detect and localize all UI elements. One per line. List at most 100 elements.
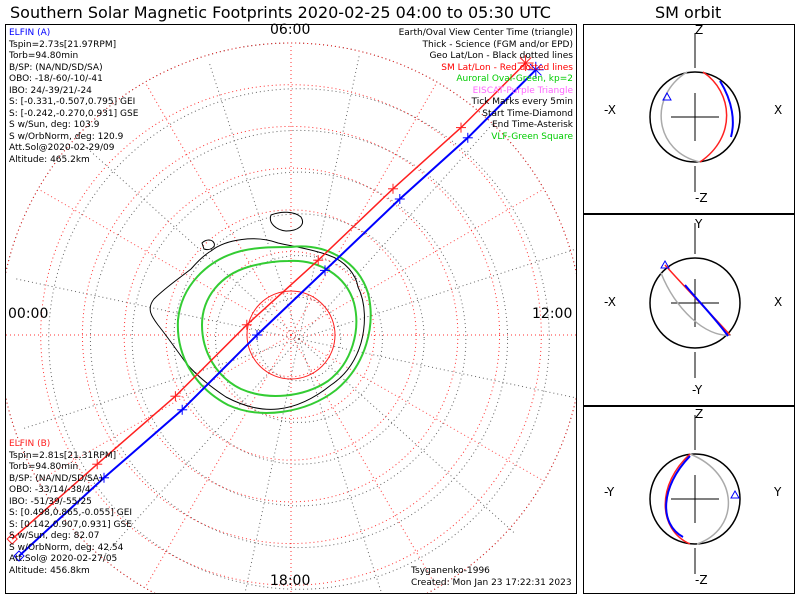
auroral-oval-inner bbox=[200, 259, 358, 397]
geo-lon-line bbox=[208, 61, 300, 340]
orbit-path-grey bbox=[660, 71, 701, 163]
view-center-triangle bbox=[660, 259, 670, 269]
axis-label-left: -X bbox=[604, 103, 616, 117]
sat-a-line: S: [-0.242,-0.270,0.931] GSE bbox=[9, 108, 139, 119]
track-end-asterisk bbox=[527, 61, 544, 78]
legend-item: Auroral Oval-Green, kp=2 bbox=[456, 74, 573, 84]
legend: Earth/Oval View Center Time (triangle) T… bbox=[399, 28, 573, 143]
axis-label-right: X bbox=[774, 295, 783, 309]
earth-circle bbox=[649, 453, 741, 545]
geo-lat-circle bbox=[215, 255, 383, 423]
sat-b-line: S: [0.498,0.865,-0.055] GEI bbox=[9, 508, 133, 518]
track-tick-mark bbox=[388, 183, 398, 194]
sm-grid bbox=[6, 42, 576, 593]
hour-label-top: 06:00 bbox=[270, 22, 311, 38]
antarctica-outline bbox=[149, 211, 365, 410]
orbit-path-elfin-a bbox=[665, 455, 691, 538]
track-tick-mark bbox=[92, 459, 103, 470]
sm-lat-circle bbox=[123, 167, 459, 503]
earth-circle bbox=[649, 257, 741, 349]
legend-item: VLF-Green Square bbox=[491, 131, 573, 142]
legend-item: Thick - Science (FGM and/or EPD) bbox=[422, 39, 573, 50]
geo-lon-line bbox=[298, 338, 517, 535]
sat-a-line: Att.Sol@2020-02-29/09 bbox=[9, 143, 115, 153]
orbit-panel-xz: Z -Z -X X bbox=[583, 24, 795, 214]
orbit-xz-svg bbox=[649, 33, 741, 192]
geo-lat-circle bbox=[48, 88, 550, 590]
geo-lat-circle bbox=[256, 296, 342, 382]
track-elfin-a bbox=[18, 69, 537, 557]
sat-b-line: Altitude: 456.8km bbox=[9, 565, 90, 576]
sat-a-info: ELFIN (A) Tspin=2.73s[21.97RPM] Torb=94.… bbox=[9, 28, 138, 166]
hour-label-bottom: 18:00 bbox=[270, 573, 311, 589]
sm-lon-line bbox=[144, 81, 292, 336]
legend-item: End Time-Asterisk bbox=[491, 120, 573, 130]
created-date: Created: Mon Jan 23 17:22:31 2023 bbox=[411, 577, 572, 588]
sat-a-line: Tspin=2.73s[21.97RPM] bbox=[9, 39, 117, 50]
sat-b-line: Att.Sol@ 2020-02-27/05 bbox=[9, 554, 118, 564]
orbit-panel-xy: Y -Y -X X bbox=[583, 214, 795, 406]
legend-item: Earth/Oval View Center Time (triangle) bbox=[398, 28, 573, 38]
geo-lat-circle bbox=[89, 129, 509, 549]
sat-b-info: ELFIN (B) Tspin=2.81s[21.31RPM] Torb=94.… bbox=[9, 439, 132, 577]
geo-lon-line bbox=[244, 338, 300, 593]
axis-label-left: -Y bbox=[604, 485, 615, 499]
sm-lon-line bbox=[37, 334, 292, 482]
auroral-oval-outer bbox=[176, 245, 372, 414]
sat-a-line: S w/OrbNorm, deg: 120.9 bbox=[9, 131, 124, 142]
orbit-path-elfin-b bbox=[699, 71, 728, 163]
sat-b-line: S w/Sun, deg: 82.07 bbox=[9, 531, 100, 541]
hour-label-left: 00:00 bbox=[8, 306, 49, 322]
sat-b-line: Torb=94.80min bbox=[9, 462, 79, 472]
sat-b-line: Tspin=2.81s[21.31RPM] bbox=[9, 450, 117, 461]
legend-item: Tick Marks every 5min bbox=[471, 97, 573, 107]
track-tick-mark bbox=[394, 194, 405, 204]
sm-lat-circle bbox=[40, 84, 542, 586]
axis-label-right: X bbox=[774, 103, 783, 117]
geo-lat-circle bbox=[173, 213, 425, 465]
axis-label-top: Y bbox=[695, 217, 703, 231]
track-start-diamond bbox=[6, 533, 18, 545]
track-tick-mark bbox=[252, 330, 262, 340]
sat-a-line: Torb=94.80min bbox=[9, 51, 79, 61]
axis-label-bottom: -Y bbox=[692, 383, 703, 397]
sm-lon-line bbox=[290, 334, 438, 589]
sat-b-line: B/SP: (NA/ND/SD/SA) bbox=[9, 473, 103, 484]
legend-item: EISCAT-Purple Triangle bbox=[472, 85, 573, 96]
axis-label-top: Z bbox=[695, 23, 704, 37]
track-tick-mark bbox=[456, 122, 466, 133]
geo-lon-line bbox=[298, 338, 576, 399]
axis-label-left: -X bbox=[604, 295, 616, 309]
track-tick-mark bbox=[170, 391, 181, 402]
track-tick-mark bbox=[99, 472, 109, 483]
sat-a-name: ELFIN (A) bbox=[9, 28, 51, 38]
sm-lon-line bbox=[144, 334, 292, 589]
geo-lat-circle bbox=[131, 171, 467, 507]
sat-a-line: OBO: -18/-60/-10/-41 bbox=[9, 74, 103, 84]
antarctica-coastline bbox=[149, 211, 365, 410]
sat-b-line: S: [0.142,0.907,0.931] GSE bbox=[9, 519, 132, 530]
track-tick-mark bbox=[177, 404, 188, 415]
sm-lat-circle bbox=[207, 251, 375, 419]
orbit-title: SM orbit bbox=[655, 3, 722, 22]
sm-lon-line bbox=[290, 81, 438, 336]
sat-b-line: IBO: -51/39/-55/25 bbox=[9, 496, 92, 507]
sm-lon-line bbox=[290, 334, 545, 482]
model-credit: Tsyganenko-1996 bbox=[411, 566, 490, 576]
axis-label-bottom: -Z bbox=[695, 573, 708, 587]
track-tick-mark bbox=[462, 132, 473, 143]
sat-a-line: B/SP: (NA/ND/SD/SA) bbox=[9, 62, 103, 73]
credits: Tsyganenko-1996 Created: Mon Jan 23 17:2… bbox=[411, 566, 572, 589]
orbit-path-grey bbox=[660, 272, 732, 336]
geo-lon-line bbox=[103, 338, 300, 557]
earth-circle bbox=[649, 71, 741, 163]
orbit-path-elfin-a bbox=[719, 80, 734, 138]
view-center-triangle bbox=[730, 489, 740, 499]
geo-grid bbox=[6, 42, 576, 593]
sat-b-name: ELFIN (B) bbox=[9, 439, 51, 449]
view-center-triangle bbox=[662, 91, 672, 101]
sm-lon-line bbox=[37, 188, 292, 336]
legend-item: Start Time-Diamond bbox=[482, 108, 573, 119]
track-end-asterisk bbox=[517, 55, 534, 71]
track-tick-mark bbox=[320, 265, 330, 276]
